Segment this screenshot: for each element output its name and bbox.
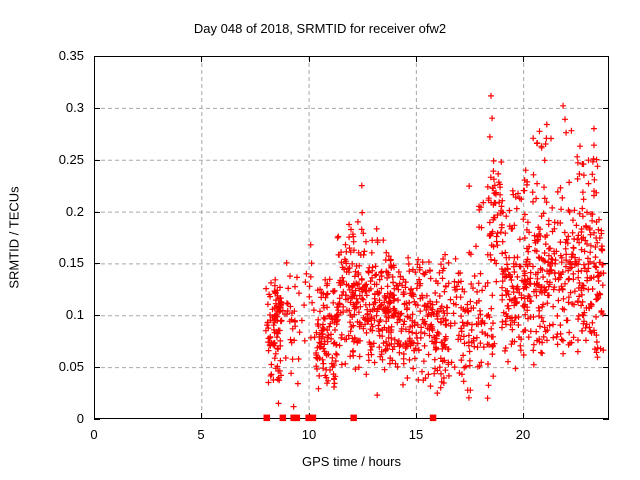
y-tick-label: 0.35 <box>58 48 84 63</box>
y-tick-label: 0.05 <box>58 359 84 374</box>
y-tick-label: 0 <box>76 411 84 426</box>
y-tick-label: 0.2 <box>65 204 84 219</box>
x-tick-label: 20 <box>515 427 531 442</box>
y-tick-label: 0.25 <box>58 152 84 167</box>
y-tick-label: 0.1 <box>65 307 84 322</box>
x-tick-label: 0 <box>90 427 98 442</box>
x-tick-label: 5 <box>197 427 205 442</box>
x-axis-label: GPS time / hours <box>302 454 401 469</box>
chart-title: Day 048 of 2018, SRMTID for receiver ofw… <box>193 21 447 36</box>
x-tick-label: 15 <box>408 427 424 442</box>
x-tick-label: 10 <box>301 427 317 442</box>
y-tick-label: 0.15 <box>58 255 84 270</box>
zero-flag-markers <box>263 414 437 422</box>
scatter-points-srmtid <box>262 92 607 410</box>
y-tick-label: 0.3 <box>65 100 84 115</box>
